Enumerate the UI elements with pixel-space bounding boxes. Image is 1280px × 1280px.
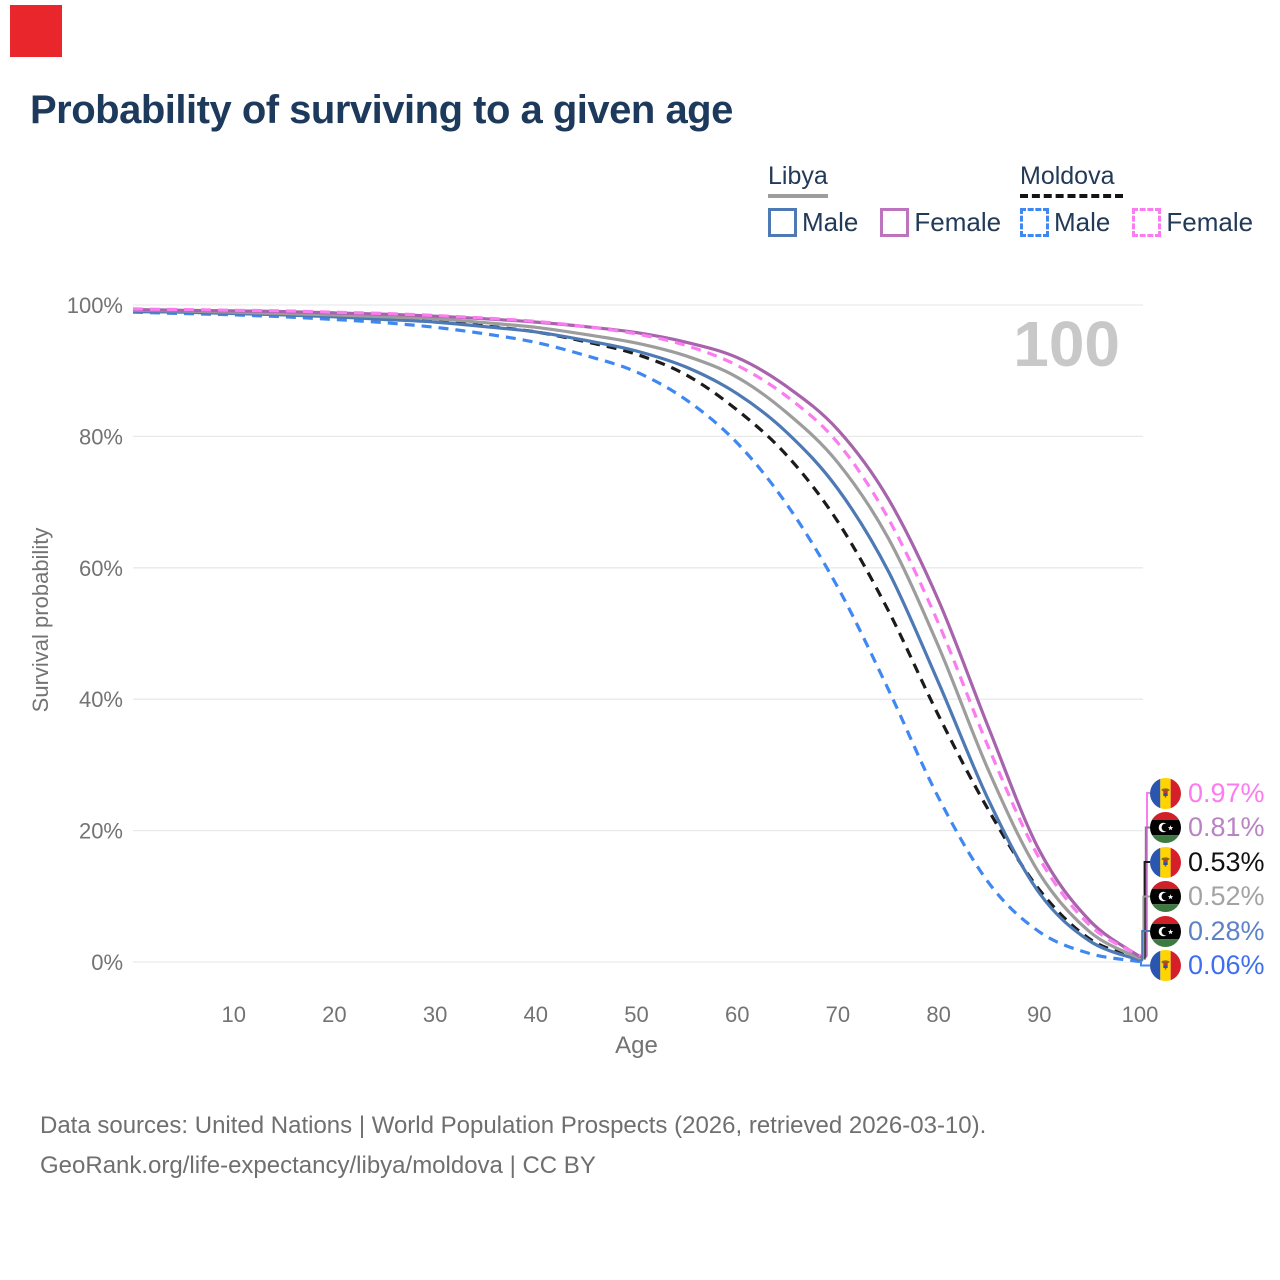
legend-checkbox-icon[interactable] <box>768 208 797 237</box>
page-title: Probability of surviving to a given age <box>30 88 733 132</box>
end-label-connector <box>1140 960 1150 967</box>
legend-item-label: Male <box>802 207 859 237</box>
x-axis-title: Age <box>615 1032 658 1059</box>
end-label-libya-both: 0.52% <box>1150 880 1265 914</box>
end-label-libya-male: 0.28% <box>1150 914 1265 948</box>
x-tick-label: 30 <box>423 1002 447 1027</box>
legend-country-line-sample <box>1020 194 1123 198</box>
end-label-value: 0.81% <box>1188 812 1265 842</box>
end-label-libya-female: 0.81% <box>1150 811 1265 845</box>
end-label-value: 0.53% <box>1188 846 1265 877</box>
libya-flag-icon <box>1150 812 1181 843</box>
footer-data-sources: Data sources: United Nations | World Pop… <box>40 1112 987 1139</box>
curve-moldova-female[interactable] <box>132 307 1141 957</box>
y-tick-label: 60% <box>79 556 123 581</box>
red-marker <box>10 5 62 57</box>
end-label-value: 0.52% <box>1188 881 1265 911</box>
watermark-age-label: 100 <box>1013 308 1120 380</box>
x-tick-label: 90 <box>1027 1002 1051 1027</box>
x-tick-label: 40 <box>524 1002 548 1027</box>
legend-item-libya-male[interactable]: Male <box>768 207 858 238</box>
footer-attribution: GeoRank.org/life-expectancy/libya/moldov… <box>40 1152 596 1180</box>
legend-item-label: Male <box>1054 207 1111 237</box>
moldova-flag-icon <box>1150 777 1181 809</box>
legend-checkbox-icon[interactable] <box>880 208 910 237</box>
end-label-moldova-female: 0.97% <box>1150 776 1265 810</box>
x-tick-label: 100 <box>1122 1002 1159 1027</box>
moldova-flag-icon <box>1150 846 1181 878</box>
end-label-value: 0.06% <box>1188 950 1265 980</box>
legend-checkbox-icon[interactable] <box>1132 208 1162 237</box>
legend-item-moldova-female[interactable]: Female <box>1132 207 1253 238</box>
curve-libya-male[interactable] <box>132 310 1141 962</box>
curve-libya-female[interactable] <box>132 308 1141 959</box>
libya-flag-icon <box>1150 881 1181 912</box>
legend: Libya Male Female Moldova Male Female <box>0 162 1280 242</box>
legend-item-label: Female <box>914 207 1002 237</box>
x-tick-label: 10 <box>221 1002 245 1027</box>
legend-item-label: Female <box>1166 207 1254 237</box>
end-label-moldova-both: 0.53% <box>1150 845 1265 879</box>
y-tick-label: 100% <box>67 293 123 318</box>
legend-country-line-sample <box>768 194 828 198</box>
survival-chart: 100% 80% 60% 40% 20% 0% 100 Survival probabilit… <box>28 293 1159 1059</box>
x-tick-label: 60 <box>725 1002 749 1027</box>
curve-moldova-both[interactable] <box>132 309 1141 961</box>
end-label-connector <box>1140 930 1150 962</box>
legend-group-libya: Libya Male Female <box>768 162 1001 238</box>
footer: Data sources: United Nations | World Pop… <box>40 1106 986 1187</box>
end-label-moldova-male: 0.06% <box>1150 949 1265 983</box>
legend-country-label: Moldova <box>1020 162 1115 190</box>
end-label-value: 0.28% <box>1188 915 1265 946</box>
legend-item-moldova-male[interactable]: Male <box>1020 207 1110 238</box>
libya-flag-icon <box>1150 915 1181 947</box>
y-tick-label: 20% <box>79 819 123 844</box>
legend-checkbox-icon[interactable] <box>1020 208 1049 237</box>
legend-item-libya-female[interactable]: Female <box>880 207 1001 238</box>
x-tick-label: 70 <box>826 1002 850 1027</box>
y-axis-title: Survival probability <box>28 528 53 713</box>
y-tick-label: 80% <box>79 424 123 449</box>
x-tick-label: 80 <box>926 1002 950 1027</box>
x-tick-label: 50 <box>624 1002 648 1027</box>
moldova-flag-icon <box>1150 950 1181 981</box>
curve-moldova-male[interactable] <box>132 310 1141 964</box>
end-label-value: 0.97% <box>1188 777 1265 808</box>
x-tick-label: 20 <box>322 1002 346 1027</box>
y-tick-label: 0% <box>91 950 123 975</box>
legend-country-label: Libya <box>768 162 828 190</box>
curve-libya-both[interactable] <box>132 308 1141 961</box>
legend-group-moldova: Moldova Male Female <box>1020 162 1253 238</box>
y-tick-label: 40% <box>79 687 123 712</box>
